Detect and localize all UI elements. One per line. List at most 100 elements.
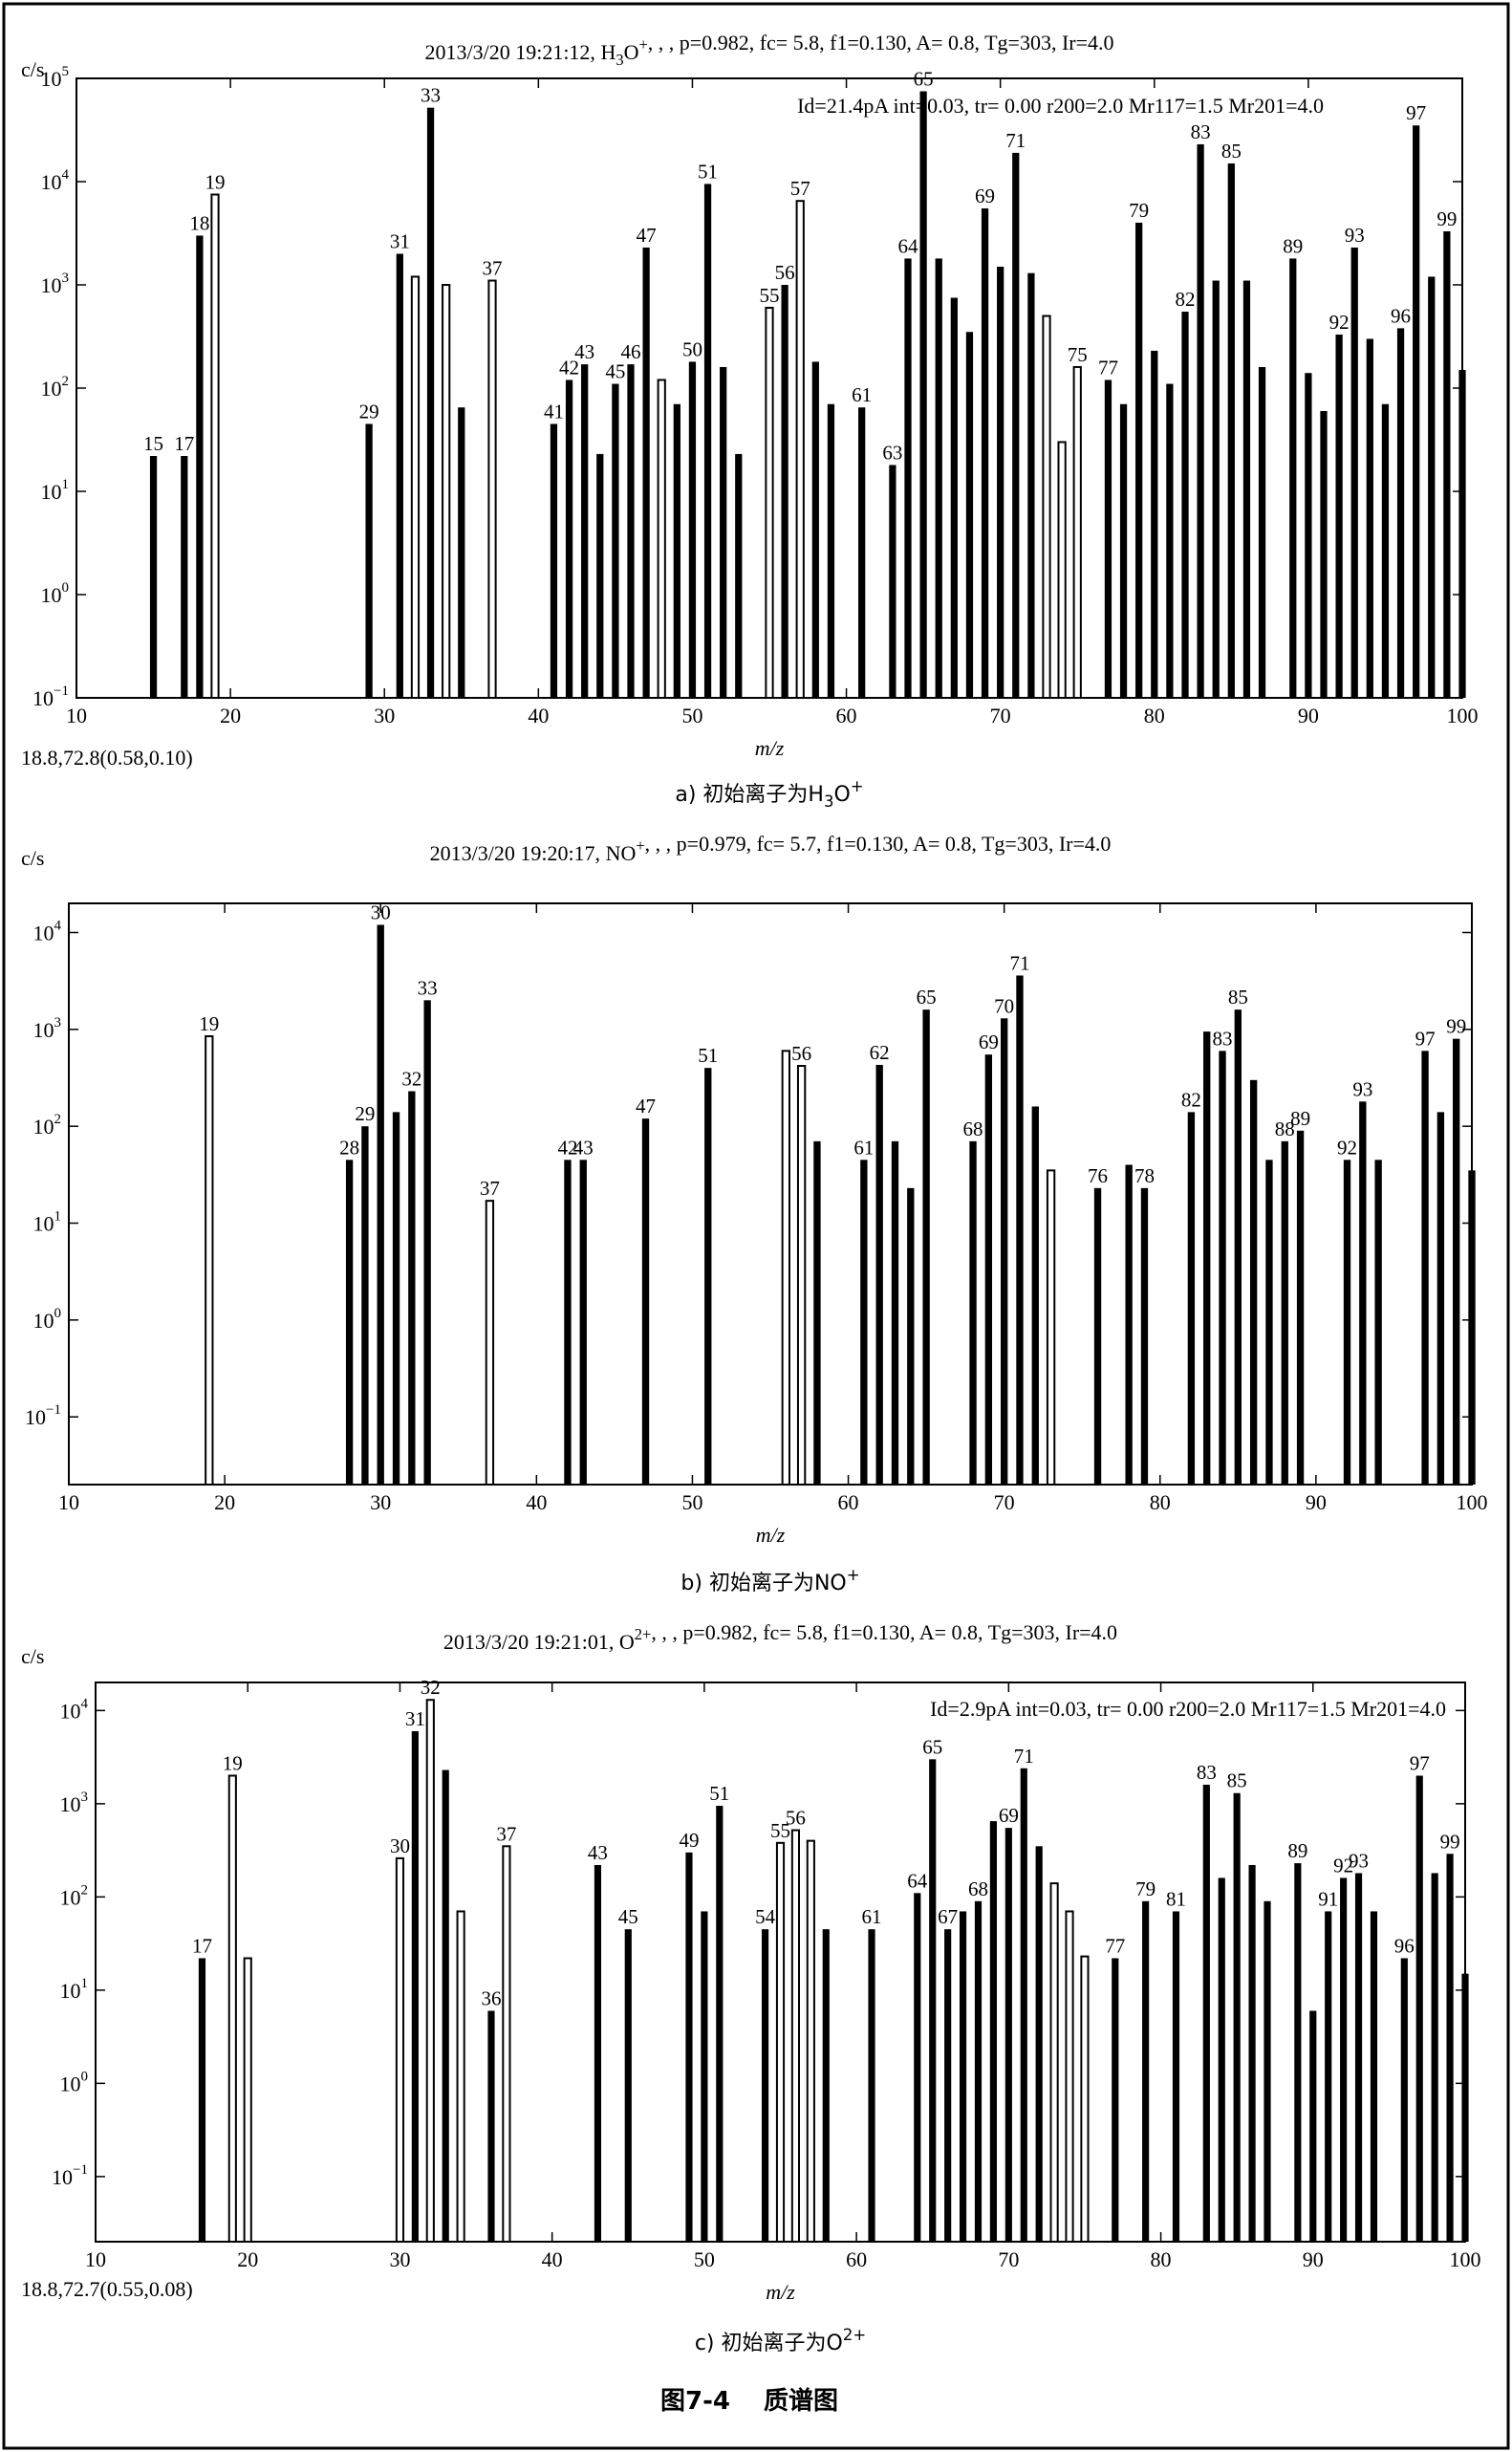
bar-mz-83 (1203, 1031, 1211, 1485)
bar-mz-73 (1046, 1169, 1056, 1486)
bar-label: 77 (1098, 356, 1118, 379)
bar-mz-88 (1281, 1140, 1288, 1485)
x-tick-label: 100 (1447, 704, 1479, 727)
bar-label: 76 (1088, 1164, 1108, 1187)
bar-mz-17 (181, 456, 188, 698)
bar-mz-49 (685, 1852, 693, 2242)
bar-mz-51 (704, 1068, 712, 1485)
bar-label: 36 (481, 1986, 501, 2009)
bar-mz-70 (1004, 1828, 1012, 2242)
bar-label: 89 (1290, 1107, 1310, 1130)
bar-label: 62 (870, 1041, 890, 1064)
bar-mz-56 (781, 285, 788, 698)
bar-label: 83 (1191, 120, 1211, 143)
bar-mz-41 (550, 423, 558, 698)
bar-mz-81 (1172, 1911, 1180, 2242)
bar-mz-35 (458, 407, 465, 698)
bar-mz-94 (1374, 1160, 1382, 1485)
bar-label: 89 (1287, 1839, 1307, 1862)
bar-mz-64 (914, 1893, 921, 2242)
bar-label: 64 (907, 1869, 928, 1892)
cursor-readout: 18.8,72.8(0.58,0.10) (21, 746, 193, 770)
bar-mz-56 (781, 1050, 790, 1486)
bar-mz-69 (989, 1821, 997, 2242)
bar-mz-78 (1125, 1164, 1133, 1485)
bar-label: 50 (682, 337, 702, 360)
bar-mz-42 (565, 380, 573, 698)
bar-label: 37 (496, 1822, 516, 1845)
y-tick-label: 10−1 (32, 684, 69, 710)
bar-mz-85 (1234, 1009, 1242, 1485)
x-tick-label: 40 (526, 1490, 547, 1514)
bar-mz-58 (811, 361, 819, 698)
bar-mz-72 (1035, 1846, 1043, 2242)
bar-label: 92 (1337, 1136, 1357, 1159)
chart-info: Id=21.4pA int=0.03, tr= 0.00 r200=2.0 Mr… (797, 94, 1324, 118)
x-tick-label: 50 (681, 704, 702, 727)
bar-label: 69 (979, 1031, 999, 1053)
bar-label: 65 (917, 986, 937, 1009)
x-tick-label: 80 (1150, 1490, 1171, 1514)
bar-mz-57 (796, 1065, 807, 1486)
bar-mz-67 (950, 297, 958, 698)
bar-label: 43 (573, 1136, 594, 1159)
bar-mz-68 (969, 1140, 977, 1485)
bar-mz-90 (1305, 373, 1312, 698)
bar-label: 47 (636, 1095, 656, 1118)
bar-mz-58 (813, 1140, 821, 1485)
panel-1: 2013/3/20 19:20:17, NO+, , , p=0.979, fc… (21, 832, 1488, 1595)
bar-label: 75 (1068, 343, 1088, 366)
bar-mz-80 (1151, 350, 1158, 698)
x-tick-label: 60 (836, 704, 857, 727)
bar-mz-68 (965, 332, 974, 698)
bar-mz-98 (1436, 1112, 1445, 1485)
x-tick-label: 80 (1144, 704, 1165, 727)
bar-mz-97 (1413, 125, 1420, 698)
bar-mz-89 (1289, 258, 1297, 698)
y-tick-label: 100 (41, 580, 70, 607)
bar-mz-94 (1370, 1911, 1378, 2242)
bar-mz-19 (227, 1774, 237, 2243)
bar-mz-69 (984, 1054, 993, 1485)
bar-mz-93 (1350, 247, 1358, 698)
bar-mz-98 (1431, 1873, 1438, 2242)
bar-mz-87 (1258, 366, 1266, 698)
bar-label: 79 (1135, 1877, 1156, 1900)
y-tick-label: 101 (33, 1209, 62, 1236)
bar-label: 77 (1105, 1934, 1125, 1957)
x-tick-label: 40 (542, 2247, 563, 2271)
bar-label: 43 (574, 340, 594, 363)
bar-mz-100 (1461, 1973, 1469, 2242)
bar-label: 71 (1009, 951, 1029, 974)
bar-label: 55 (760, 284, 780, 307)
bar-mz-62 (875, 1064, 883, 1485)
bar-mz-20 (243, 1957, 252, 2243)
bar-mz-71 (1020, 1768, 1027, 2242)
x-tick-label: 50 (681, 1490, 702, 1514)
x-tick-label: 70 (998, 2247, 1019, 2271)
bar-mz-33 (442, 1769, 449, 2242)
bar-mz-31 (411, 1730, 419, 2242)
bar-label: 97 (1406, 101, 1426, 124)
bar-label: 42 (559, 356, 579, 379)
bar-label: 88 (1275, 1118, 1295, 1140)
y-tick-label: 101 (41, 477, 70, 504)
x-tick-label: 30 (374, 704, 395, 727)
bar-mz-36 (487, 2010, 495, 2242)
x-tick-label: 100 (1457, 1490, 1488, 1514)
bar-label: 65 (922, 1735, 942, 1758)
bar-mz-33 (423, 1000, 431, 1485)
bar-label: 51 (709, 1782, 729, 1805)
bar-label: 57 (790, 177, 810, 200)
bar-mz-97 (1421, 1051, 1429, 1485)
bar-mz-85 (1227, 163, 1235, 698)
x-tick-label: 90 (1298, 704, 1319, 727)
bar-mz-73 (1042, 315, 1051, 699)
bar-mz-44 (596, 453, 604, 698)
bar-mz-64 (904, 258, 912, 698)
bar-mz-32 (408, 1091, 416, 1485)
bar-mz-28 (345, 1160, 354, 1485)
bar-mz-92 (1335, 335, 1343, 698)
bar-label: 96 (1394, 1934, 1415, 1957)
bar-mz-61 (860, 1160, 868, 1485)
